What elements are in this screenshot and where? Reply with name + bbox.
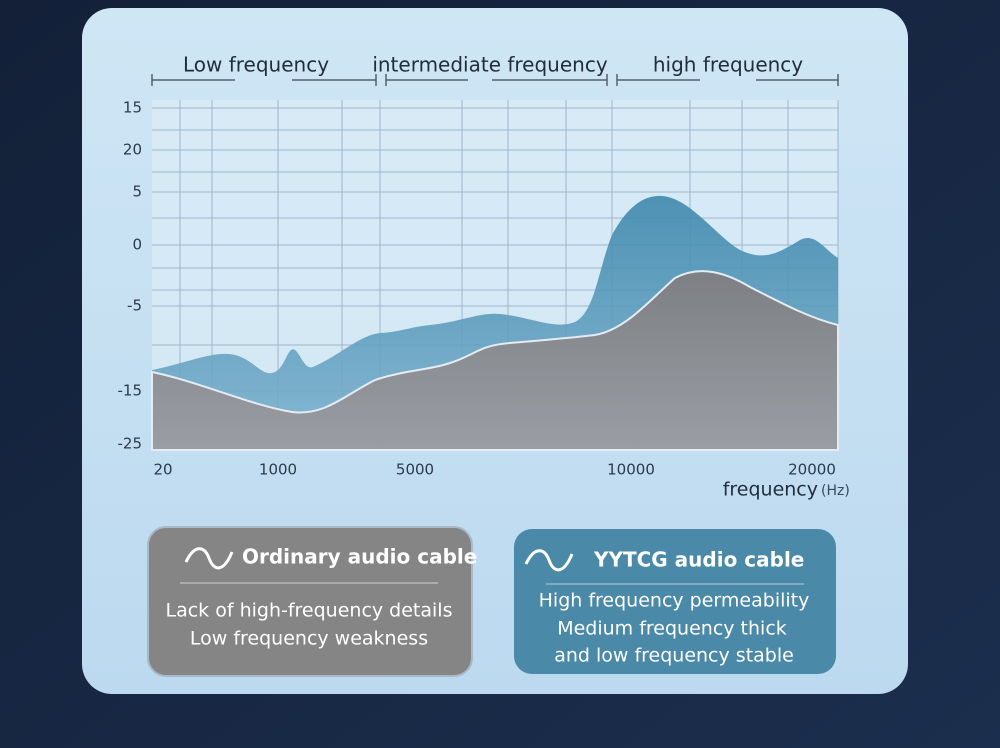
card-line: and low frequency stable bbox=[554, 645, 794, 667]
band-label: intermediate frequency bbox=[372, 53, 608, 77]
ordinary-curve bbox=[151, 270, 839, 451]
card-line: High frequency permeability bbox=[539, 590, 810, 612]
x-label: 5000 bbox=[396, 461, 434, 479]
y-label: 15 bbox=[123, 99, 142, 117]
yytcg-card bbox=[514, 529, 836, 674]
y-label: 0 bbox=[132, 236, 142, 254]
band-label: Low frequency bbox=[183, 53, 329, 77]
x-label: 1000 bbox=[259, 461, 297, 479]
ordinary-card bbox=[147, 526, 473, 677]
card-title: Ordinary audio cable bbox=[242, 545, 477, 569]
x-title: frequency bbox=[723, 479, 818, 501]
x-label: 20000 bbox=[788, 461, 836, 479]
y-label: -5 bbox=[127, 297, 142, 315]
y-label: -15 bbox=[118, 382, 143, 400]
card-line: Medium frequency thick bbox=[557, 618, 787, 640]
y-label: 20 bbox=[123, 141, 142, 159]
card-line: Low frequency weakness bbox=[190, 628, 428, 650]
y-label: -25 bbox=[118, 435, 143, 453]
x-unit: (Hz) bbox=[821, 483, 850, 499]
wave-icon bbox=[184, 547, 234, 570]
card-title: YYTCG audio cable bbox=[593, 548, 804, 572]
x-label: 20 bbox=[153, 461, 172, 479]
x-label: 10000 bbox=[607, 461, 655, 479]
band-label: high frequency bbox=[653, 53, 803, 77]
wave-icon bbox=[524, 549, 574, 572]
card-line: Lack of high-frequency details bbox=[166, 600, 453, 622]
y-label: 5 bbox=[132, 183, 142, 201]
band-brackets bbox=[151, 74, 839, 86]
